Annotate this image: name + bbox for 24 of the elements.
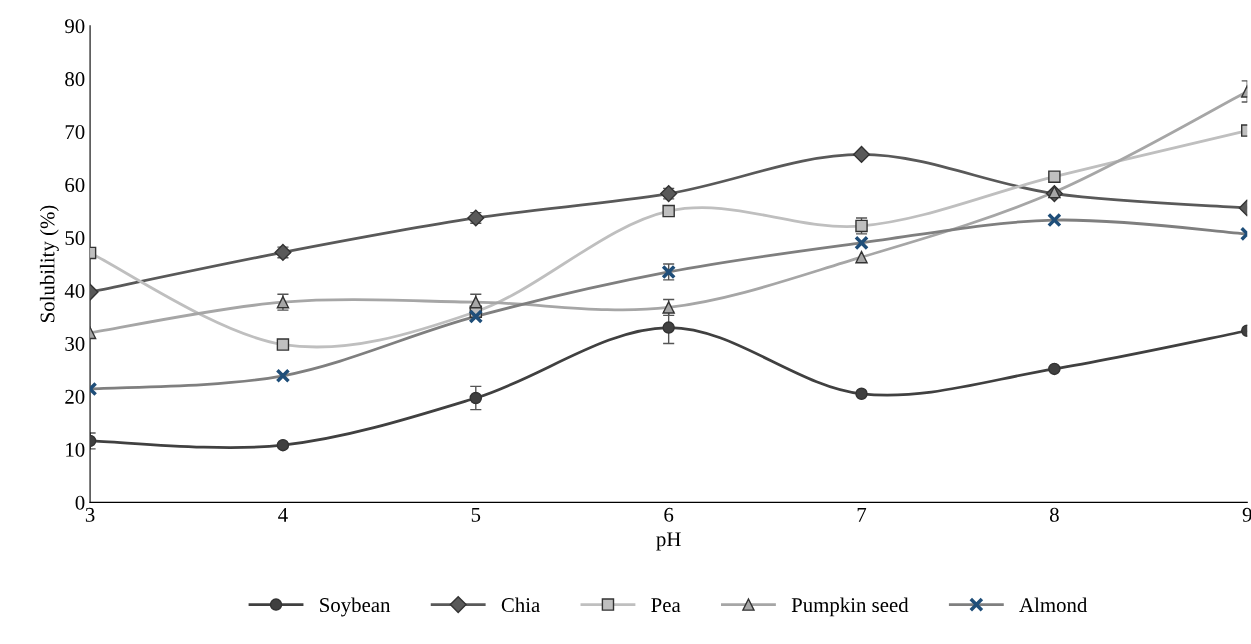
x-tick-label: 9 <box>1242 507 1251 522</box>
x-tick-label: 3 <box>85 507 95 522</box>
y-tick-label: 80 <box>65 72 85 87</box>
y-tick-label: 40 <box>64 283 85 298</box>
x-tick-label: 6 <box>664 507 674 522</box>
y-tick-label: 90 <box>65 19 85 34</box>
x-tick-label: 4 <box>278 507 288 522</box>
y-tick-label: 10 <box>66 442 85 457</box>
x-tick-label: 7 <box>857 507 867 522</box>
legend-label: Pumpkin seed <box>791 597 909 617</box>
y-tick-label: 70 <box>65 125 85 140</box>
legend-label: Soybean <box>320 597 391 617</box>
y-tick-label: 30 <box>65 336 85 351</box>
legend-label: Pea <box>651 598 681 613</box>
legend-label: Almond <box>1019 597 1088 613</box>
y-tick-label: 0 <box>75 495 85 510</box>
x-tick-label: 5 <box>471 507 481 522</box>
legend-label: Chia <box>501 597 540 613</box>
x-axis-title: pH <box>656 532 681 551</box>
y-tick-label: 50 <box>65 230 85 245</box>
y-tick-label: 60 <box>65 177 85 193</box>
y-tick-label: 20 <box>65 389 85 404</box>
y-axis-title: Solubility (%) <box>39 205 59 322</box>
x-tick-label: 8 <box>1049 507 1059 522</box>
